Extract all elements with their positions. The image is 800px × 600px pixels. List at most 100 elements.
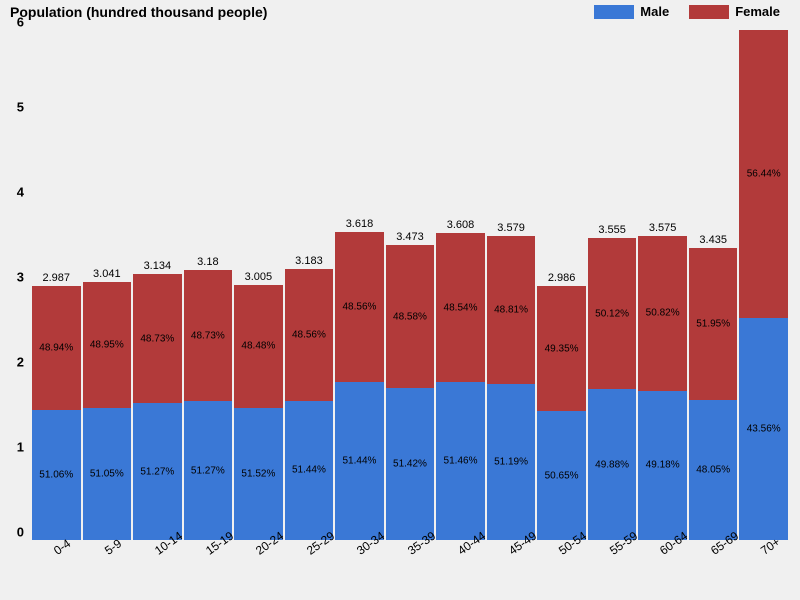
bar-segment-male-label: 51.27% [140,466,174,477]
bar-group: 3.618 48.56% 51.44% [335,30,384,540]
bar-total-label: 3.618 [346,218,374,230]
population-stacked-bar-chart: Population (hundred thousand people) Mal… [0,0,800,600]
bar-stack: 3.00548.48%51.52% [234,285,283,540]
y-axis: 0123456 [0,30,30,540]
y-tick-label: 6 [17,15,24,30]
bar-stack: 3.60848.54%51.46% [436,233,485,540]
bar-segment-male-label: 51.27% [191,465,225,476]
bar-segment-female-label: 48.95% [90,339,124,350]
bar-stack: 2.98748.94%51.06% [32,286,81,540]
bar-stack: 3.57550.82%49.18% [638,236,687,540]
bar-stack: 56.44% 43.56% [739,30,788,540]
bar-stack: 3.55550.12%49.88% [588,238,637,540]
bar-stack: 3.13448.73%51.27% [133,274,182,540]
plot-area: 2.987 48.94% 51.06% 3.041 48.95% 51.05% 3.134 4… [30,30,790,540]
bar-total-label: 3.134 [144,260,172,272]
bar-group: 3.608 48.54% 51.46% [436,30,485,540]
bar-segment-male-label: 51.42% [393,459,427,470]
bar-segment-female: 48.73% [184,270,233,402]
bar-total-label: 3.005 [245,271,273,283]
legend-item-female: Female [689,4,780,19]
y-tick-label: 3 [17,270,24,285]
bar-segment-female-label: 48.81% [494,305,528,316]
bar-group: 2.987 48.94% 51.06% [32,30,81,540]
bar-segment-male-label: 51.19% [494,457,528,468]
bar-segment-female-label: 48.56% [342,302,376,313]
bar-group: 3.1848.73%51.27% [184,30,233,540]
bar-total-label: 3.183 [295,255,323,267]
bar-total-label: 3.555 [598,224,626,236]
bar-segment-female-label: 48.58% [393,311,427,322]
bar-segment-female-label: 48.48% [241,341,275,352]
legend-item-male: Male [594,4,669,19]
bar-segment-female: 56.44% [739,30,788,318]
bar-segment-female: 48.54% [436,233,485,382]
bar-segment-male-label: 48.05% [696,464,730,475]
bar-group: 3.473 48.58% 51.42% [386,30,435,540]
bar-segment-female-label: 48.94% [39,343,73,354]
bar-segment-male: 43.56% [739,318,788,540]
bar-segment-female: 50.82% [638,236,687,390]
bar-total-label: 3.579 [497,222,525,234]
bar-segment-female: 48.95% [83,282,132,409]
bar-total-label: 3.608 [447,219,475,231]
bar-segment-male-label: 50.65% [545,470,579,481]
bar-total-label: 3.473 [396,231,424,243]
bar-segment-male-label: 51.52% [241,469,275,480]
bar-segment-female: 48.58% [386,245,435,388]
legend-label-female: Female [735,4,780,19]
x-axis-labels: 0-45-910-1415-1920-2425-2930-3435-3940-4… [30,540,790,600]
legend-swatch-male [594,5,634,19]
bar-total-label: 3.041 [93,268,121,280]
bar-segment-female-label: 48.73% [191,330,225,341]
bar-segment-female-label: 56.44% [747,168,781,179]
bar-stack: 3.47348.58%51.42% [386,245,435,540]
bar-group: 3.134 48.73% 51.27% [133,30,182,540]
bar-segment-female: 48.56% [335,232,384,381]
bar-group: 2.986 49.35% 50.65% [537,30,586,540]
bar-stack: 3.57948.81%51.19% [487,236,536,540]
bar-segment-female-label: 48.73% [140,333,174,344]
bar-segment-female-label: 48.54% [444,302,478,313]
bar-group: 3.18348.56%51.44% [285,30,334,540]
bar-group: 56.44% 43.56% [739,30,788,540]
y-tick-label: 5 [17,100,24,115]
bar-segment-female: 48.73% [133,274,182,404]
bar-stack: 3.18348.56%51.44% [285,269,334,540]
bar-segment-male-label: 43.56% [747,423,781,434]
bar-segment-female-label: 48.56% [292,330,326,341]
bar-segment-female: 50.12% [588,238,637,389]
bar-segment-female-label: 50.12% [595,308,629,319]
bar-group: 3.041 48.95% 51.05% [83,30,132,540]
bar-group: 3.579 48.81% 51.19% [487,30,536,540]
bar-total-label: 3.435 [699,234,727,246]
bar-stack: 3.61848.56%51.44% [335,232,384,540]
bar-segment-female: 48.81% [487,236,536,384]
bar-stack: 2.98649.35%50.65% [537,286,586,540]
y-tick-label: 2 [17,355,24,370]
bar-segment-male-label: 51.44% [342,455,376,466]
bar-segment-female-label: 49.35% [545,343,579,354]
bar-segment-female: 48.48% [234,285,283,409]
legend-swatch-female [689,5,729,19]
bar-segment-male-label: 51.46% [444,456,478,467]
bars: 2.987 48.94% 51.06% 3.041 48.95% 51.05% 3.134 4… [30,30,790,540]
bar-segment-male-label: 49.88% [595,459,629,470]
bar-group: 3.555 50.12% 49.88% [588,30,637,540]
bar-segment-male-label: 49.18% [646,460,680,471]
y-tick-label: 4 [17,185,24,200]
bar-total-label: 3.575 [649,222,677,234]
legend-label-male: Male [640,4,669,19]
bar-segment-male-label: 51.06% [39,470,73,481]
bar-stack: 3.43551.95%48.05% [689,248,738,540]
bar-total-label: 2.987 [43,272,71,284]
y-tick-label: 1 [17,440,24,455]
bar-segment-female: 51.95% [689,248,738,400]
bar-group: 3.575 50.82% 49.18% [638,30,687,540]
bar-segment-male-label: 51.05% [90,469,124,480]
chart-title: Population (hundred thousand people) [10,4,267,20]
bar-segment-female-label: 50.82% [646,308,680,319]
bar-group: 3.005 48.48% 51.52% [234,30,283,540]
bar-total-label: 2.986 [548,272,576,284]
bar-segment-female: 49.35% [537,286,586,411]
